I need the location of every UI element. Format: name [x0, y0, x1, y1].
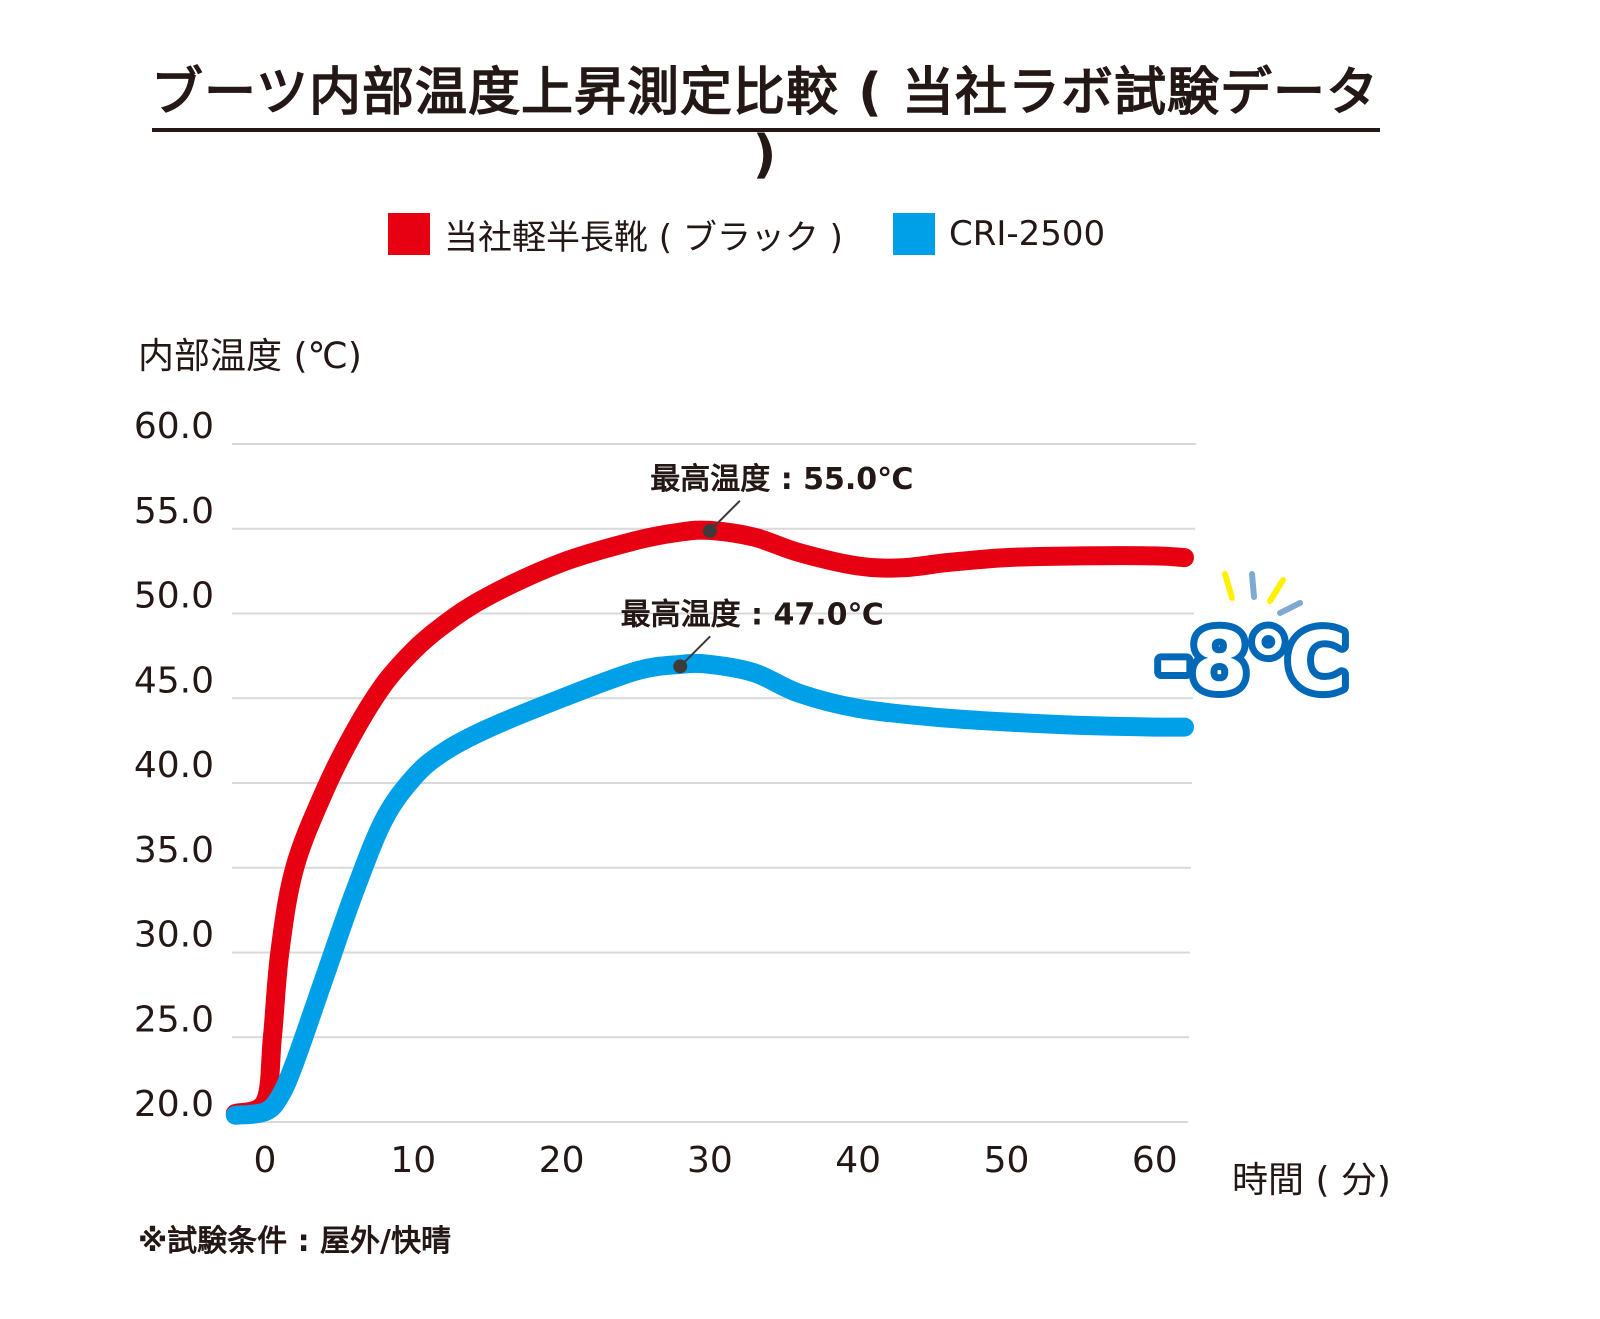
spark-mark	[1222, 571, 1235, 601]
x-axis-title: 時間 ( 分)	[1232, 1160, 1391, 1201]
spark-mark	[1277, 600, 1303, 616]
y-axis-title: 内部温度 (℃)	[138, 336, 362, 377]
difference-badge-text: -8℃	[1157, 615, 1347, 710]
x-tick-label: 20	[539, 1140, 585, 1181]
y-tick-label: 25.0	[134, 999, 214, 1040]
y-tick-label: 50.0	[134, 576, 214, 617]
x-tick-label: 30	[687, 1140, 733, 1181]
annotation-label: 最高温度 : 55.0℃	[650, 462, 913, 497]
x-tick-label: 0	[254, 1140, 277, 1181]
legend-swatch-red	[388, 213, 430, 255]
legend-swatch-blue	[892, 213, 935, 255]
difference-badge: -8℃	[1150, 571, 1354, 717]
y-tick-label: 40.0	[134, 745, 214, 786]
series-line-black-boot	[225, 520, 1194, 1123]
annotation-dot	[673, 659, 688, 674]
legend-item-cri-2500: CRI-2500	[892, 213, 1106, 255]
y-tick-label: 60.0	[134, 406, 214, 447]
gridlines	[232, 443, 1196, 1123]
chart-title: ブーツ内部温度上昇測定比較 ( 当社ラボ試験データ )	[151, 63, 1379, 185]
legend-item-black-boot: 当社軽半長靴 ( ブラック )	[388, 210, 843, 259]
series-lines	[225, 520, 1194, 1125]
x-tick-label: 10	[390, 1140, 436, 1181]
annotation-label: 最高温度 : 47.0℃	[621, 597, 884, 632]
y-tick-label: 30.0	[134, 915, 214, 956]
y-tick-labels: 20.0 25.0 30.0 35.0 40.0 45.0 50.0 55.0 60.0	[134, 406, 214, 1125]
y-tick-label: 45.0	[134, 660, 214, 701]
x-tick-label: 40	[835, 1140, 881, 1181]
annotation-leader	[679, 635, 711, 668]
y-tick-label: 20.0	[134, 1084, 214, 1125]
title-underline	[152, 128, 1380, 132]
legend: 当社軽半長靴 ( ブラック ) CRI-2500	[388, 210, 1155, 259]
footnote: ※試験条件 : 屋外/快晴	[138, 1224, 452, 1259]
spark-mark	[1267, 577, 1286, 604]
annotations: 最高温度 : 55.0℃ 最高温度 : 47.0℃	[621, 462, 914, 674]
legend-label: CRI-2500	[948, 214, 1106, 254]
x-tick-label: 50	[984, 1140, 1030, 1181]
series-line-cri-2500	[225, 653, 1194, 1125]
annotation-dot	[702, 523, 717, 538]
x-tick-label: 60	[1132, 1140, 1178, 1181]
y-tick-label: 55.0	[134, 491, 214, 532]
spark-mark	[1249, 571, 1257, 600]
legend-label: 当社軽半長靴 ( ブラック )	[444, 217, 843, 258]
annotation-leader	[709, 500, 741, 532]
x-tick-labels: 0 10 20 30 40 50 60	[254, 1140, 1178, 1181]
y-tick-label: 35.0	[134, 830, 214, 871]
